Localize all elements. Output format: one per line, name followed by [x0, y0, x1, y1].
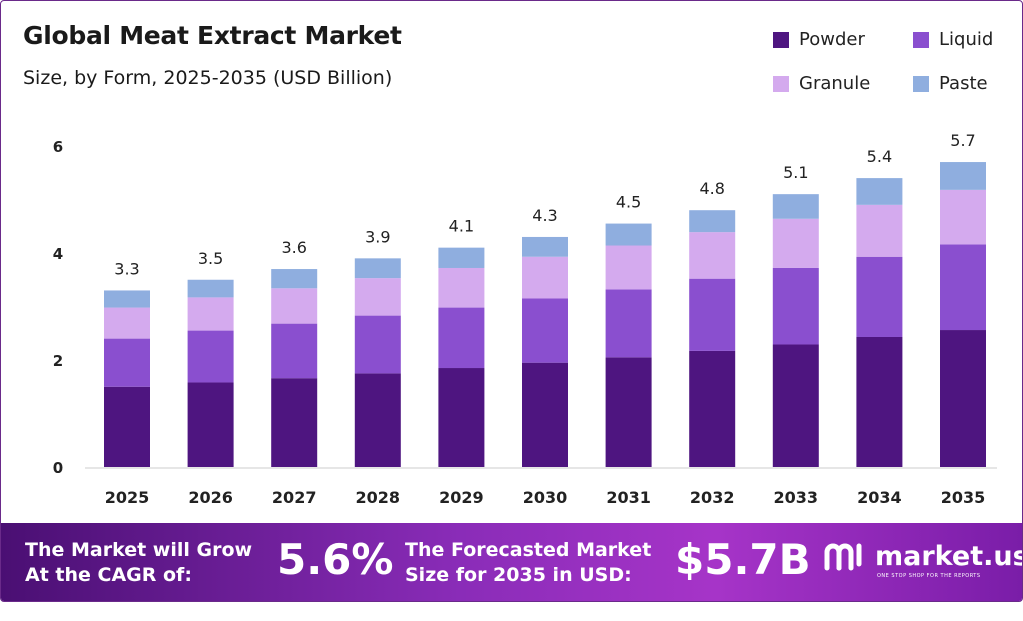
footer-banner: The Market will Grow At the CAGR of: 5.6… [1, 523, 1022, 601]
y-tick-label: 0 [53, 459, 63, 477]
legend-item-paste: Paste [913, 73, 988, 94]
brand-name: market.us [875, 541, 1023, 572]
bar-total-label: 4.3 [532, 206, 557, 225]
x-tick-label: 2027 [272, 488, 317, 507]
bar-total-label: 5.4 [867, 147, 892, 166]
bar-segment-paste [104, 290, 150, 308]
legend-label-granule: Granule [799, 73, 871, 94]
bar-total-label: 4.5 [616, 193, 641, 212]
brand-tagline: ONE STOP SHOP FOR THE REPORTS [877, 573, 981, 579]
bar-segment-paste [187, 279, 234, 298]
legend-swatch-powder [773, 31, 789, 48]
legend-label-paste: Paste [939, 73, 988, 94]
bar-segment-granule [354, 278, 401, 316]
bar-segment-powder [104, 386, 150, 467]
bar-segment-liquid [522, 298, 568, 363]
forecast-label-line-2: Size for 2035 in USD: [405, 564, 632, 586]
bar-total-label: 3.9 [365, 227, 390, 246]
bar-segment-liquid [940, 244, 986, 331]
legend-label-liquid: Liquid [939, 29, 994, 50]
bar-segment-granule [689, 232, 736, 279]
y-tick-label: 2 [53, 352, 63, 370]
bar-segment-paste [271, 269, 318, 289]
bar-segment-paste [772, 194, 819, 219]
chart-title: Global Meat Extract Market [23, 21, 402, 50]
chart-subtitle: Size, by Form, 2025-2035 (USD Billion) [23, 67, 393, 89]
bar-total-label: 3.3 [114, 259, 139, 278]
x-tick-label: 2029 [439, 488, 484, 507]
x-tick-label: 2026 [188, 488, 233, 507]
cagr-label-line-1: The Market will Grow [25, 539, 253, 561]
bar-segment-paste [940, 162, 986, 190]
bar-segment-paste [522, 236, 568, 257]
bar-segment-liquid [772, 267, 819, 345]
legend-item-powder: Powder [773, 29, 865, 50]
bar-segment-powder [605, 357, 652, 467]
forecast-value: $5.7B [675, 535, 811, 584]
bar-segment-powder [522, 362, 568, 467]
bar-segment-paste [354, 258, 401, 279]
y-tick-label: 4 [53, 245, 63, 263]
legend-swatch-granule [773, 75, 789, 92]
bar-segment-granule [856, 204, 903, 257]
bar-segment-powder [940, 330, 986, 467]
bar-segment-paste [605, 223, 652, 246]
legend-label-powder: Powder [799, 29, 865, 50]
stacked-bar-chart: 0 2 4 6 3.3 2025 3.5 2026 3.6 2027 3.9 2028 4.1 2029 4… [53, 131, 997, 507]
cagr-label-line-2: At the CAGR of: [25, 564, 192, 586]
market-us-logo-icon [824, 543, 862, 570]
bar-segment-granule [605, 245, 652, 290]
bar-segment-powder [689, 350, 736, 467]
bar-segment-liquid [104, 338, 150, 387]
x-tick-label: 2032 [690, 488, 735, 507]
bar-total-label: 5.7 [950, 131, 975, 150]
chart-card: Global Meat Extract Market Size, by Form… [0, 0, 1023, 602]
bar-segment-paste [689, 210, 736, 233]
bar-segment-powder [772, 344, 819, 467]
bar-segment-liquid [689, 278, 736, 351]
bar-total-label: 4.8 [699, 179, 724, 198]
legend-item-granule: Granule [773, 73, 870, 94]
bar-total-label: 3.6 [281, 238, 306, 257]
bar-segment-powder [187, 382, 234, 467]
bar-segment-granule [940, 189, 986, 245]
bar-segment-granule [271, 288, 318, 324]
bar-total-label: 3.5 [198, 249, 223, 268]
bar-total-label: 5.1 [783, 163, 808, 182]
x-tick-label: 2030 [523, 488, 568, 507]
x-tick-label: 2033 [774, 488, 819, 507]
y-tick-label: 6 [53, 138, 63, 156]
x-tick-label: 2035 [941, 488, 986, 507]
bar-segment-liquid [438, 307, 485, 369]
bar-segment-granule [772, 218, 819, 268]
forecast-label-line-1: The Forecasted Market [405, 539, 652, 561]
x-tick-label: 2028 [356, 488, 401, 507]
legend-item-liquid: Liquid [913, 29, 993, 50]
legend-swatch-paste [913, 75, 929, 92]
legend-swatch-liquid [913, 31, 929, 48]
bar-segment-powder [438, 368, 485, 467]
cagr-label: The Market will Grow At the CAGR of: [25, 538, 252, 588]
bar-total-label: 4.1 [449, 217, 474, 236]
bar-segment-granule [104, 307, 150, 339]
brand-logo: market.us [823, 541, 1023, 572]
bar-segment-liquid [605, 289, 652, 358]
forecast-label: The Forecasted Market Size for 2035 in U… [405, 538, 651, 588]
bar-segment-granule [187, 297, 234, 331]
bar-segment-granule [438, 267, 485, 308]
x-tick-label: 2031 [606, 488, 651, 507]
bar-segment-liquid [271, 323, 318, 379]
bar-segment-paste [438, 247, 485, 268]
x-tick-label: 2025 [105, 488, 150, 507]
bar-segment-powder [271, 378, 318, 467]
cagr-value: 5.6% [277, 535, 394, 584]
bar-segment-granule [522, 256, 568, 299]
bar-segment-liquid [354, 315, 401, 374]
bar-segment-liquid [856, 256, 903, 337]
x-tick-label: 2034 [857, 488, 902, 507]
bar-segment-powder [354, 373, 401, 467]
bar-segment-liquid [187, 330, 234, 383]
bar-segment-powder [856, 336, 903, 467]
bar-segment-paste [856, 178, 903, 205]
